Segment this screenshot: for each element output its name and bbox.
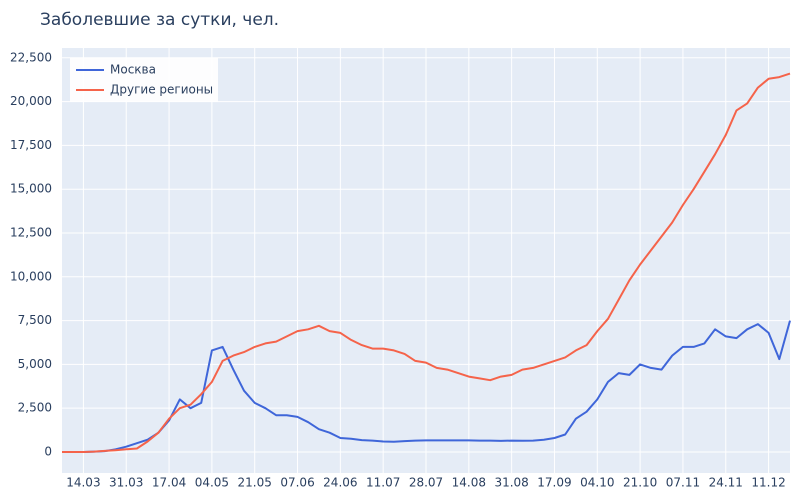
legend-label: Другие регионы: [110, 83, 213, 97]
series-line: [62, 320, 791, 453]
x-tick-label: 14.08: [452, 476, 486, 490]
y-tick-label: 0: [44, 444, 52, 458]
y-tick-label: 22,500: [10, 50, 52, 64]
x-tick-label: 11.07: [366, 476, 400, 490]
x-tick-label: 24.11: [709, 476, 743, 490]
x-tick-label: 31.08: [494, 476, 528, 490]
y-tick-label: 2,500: [18, 401, 52, 415]
y-tick-label: 17,500: [10, 138, 52, 152]
legend-box: [70, 58, 218, 102]
x-tick-label: 07.06: [280, 476, 314, 490]
chart-title: Заболевшие за сутки, чел.: [40, 10, 279, 30]
x-tick-label: 07.11: [666, 476, 700, 490]
y-tick-label: 12,500: [10, 225, 52, 239]
y-tick-label: 5,000: [18, 357, 52, 371]
x-tick-label: 28.07: [409, 476, 443, 490]
y-tick-label: 7,500: [18, 313, 52, 327]
y-tick-label: 15,000: [10, 182, 52, 196]
x-tick-label: 21.05: [238, 476, 272, 490]
x-tick-label: 21.10: [623, 476, 657, 490]
series-line: [62, 72, 791, 453]
x-tick-label: 04.05: [195, 476, 229, 490]
x-tick-label: 11.12: [751, 476, 785, 490]
x-tick-label: 31.03: [109, 476, 143, 490]
x-tick-label: 17.04: [152, 476, 186, 490]
x-tick-label: 17.09: [537, 476, 571, 490]
legend-label: Москва: [110, 63, 156, 77]
x-tick-label: 24.06: [323, 476, 357, 490]
y-tick-label: 20,000: [10, 94, 52, 108]
y-tick-label: 10,000: [10, 269, 52, 283]
x-tick-label: 04.10: [580, 476, 614, 490]
x-tick-label: 14.03: [66, 476, 100, 490]
